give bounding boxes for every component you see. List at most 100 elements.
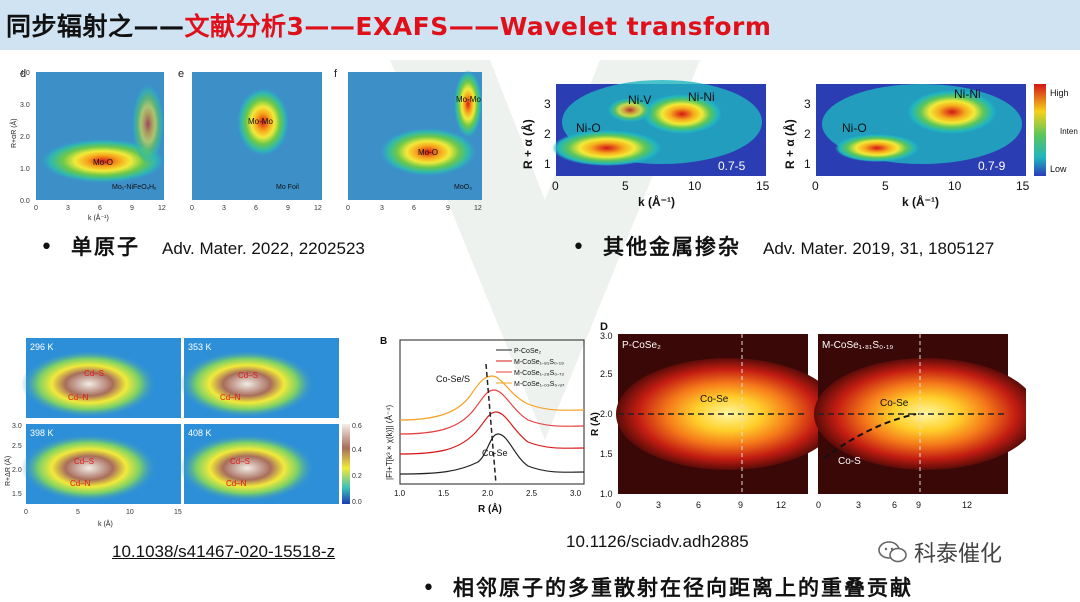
svg-text:0: 0 xyxy=(816,500,821,510)
ni-left-label-nini: Ni-Ni xyxy=(688,90,715,104)
svg-text:3.0: 3.0 xyxy=(12,423,22,430)
wechat-icon xyxy=(878,541,907,563)
svg-text:Cd–N: Cd–N xyxy=(70,479,91,488)
svg-text:M-CoSe₁.₀₃S₀.₉₇: M-CoSe₁.₀₃S₀.₉₇ xyxy=(514,381,565,388)
wt-cose-yticks: 1.0 1.5 2.0 2.5 3.0 xyxy=(600,331,613,499)
svg-text:2.5: 2.5 xyxy=(600,369,613,379)
ft-ylabel: |FI+T[k³ × χ(k)]| (Å⁻⁴) xyxy=(385,405,394,480)
panel-e-note: Mo Foil xyxy=(276,184,299,191)
cd-temp-398: 398 K xyxy=(30,428,54,438)
svg-text:2.0: 2.0 xyxy=(600,409,613,419)
svg-text:Cd–S: Cd–S xyxy=(230,457,250,466)
bullet-doping: • 其他金属掺杂 Adv. Mater. 2019, 31, 1805127 xyxy=(572,231,994,261)
cd-ylabel: R+ΔR (Å) xyxy=(4,456,12,486)
cd-colorbar xyxy=(342,424,350,504)
svg-text:6: 6 xyxy=(892,500,897,510)
panel-f-letter: f xyxy=(334,68,338,80)
svg-text:M-CoSe₁.₈₁S₀.₁₉: M-CoSe₁.₈₁S₀.₁₉ xyxy=(514,359,564,366)
svg-text:1.5: 1.5 xyxy=(600,449,613,459)
bullet-dot: • xyxy=(422,576,435,601)
panel-e-label: Mo-Mo xyxy=(248,117,273,126)
svg-text:2.0: 2.0 xyxy=(12,467,22,474)
wt-cose-right-label-cos: Co-S xyxy=(838,456,861,467)
panel-d-letter: d xyxy=(20,68,26,80)
wt-mo-xticks-e: 0 3 6 9 12 xyxy=(190,205,322,212)
svg-text:0: 0 xyxy=(346,205,350,212)
wt-cose-ylabel: R (Å) xyxy=(590,412,601,436)
ft-label-cose: Co-Se xyxy=(482,448,508,458)
svg-text:3: 3 xyxy=(222,205,226,212)
doi-left[interactable]: 10.1038/s41467-020-15518-z xyxy=(112,542,336,561)
svg-text:2: 2 xyxy=(804,127,811,141)
svg-text:0.6: 0.6 xyxy=(352,423,362,430)
svg-text:0.4: 0.4 xyxy=(352,447,362,454)
svg-text:12: 12 xyxy=(962,500,972,510)
svg-text:0: 0 xyxy=(616,500,621,510)
cd-label-cdn: Cd–N xyxy=(68,393,89,402)
bullet-single-atom-text: 单原子 xyxy=(70,234,140,259)
colorbar-high: High xyxy=(1050,88,1069,98)
svg-text:12: 12 xyxy=(776,500,786,510)
ft-legend: P-CoSe₂ M-CoSe₁.₈₁S₀.₁₉ M-CoSe₁.₂₈S₀.₇₂ … xyxy=(496,348,565,388)
cd-panel-296: 296 K Cd–S Cd–N xyxy=(21,338,181,418)
wt-cose-left-label: Co-Se xyxy=(700,394,729,405)
svg-text:9: 9 xyxy=(130,205,134,212)
ft-xticks: 1.0 1.5 2.0 2.5 3.0 xyxy=(394,489,582,498)
wt-cose-xticks-right: 0 3 6 9 12 xyxy=(816,500,972,510)
slide-title: 同步辐射之—— 文献分析3——EXAFS——Wavelet transform xyxy=(0,0,1080,50)
figure-wt-cd: 296 K Cd–S Cd–N 353 K Cd–S Cd–N 398 K Cd… xyxy=(4,336,374,532)
svg-text:6: 6 xyxy=(412,205,416,212)
cd-xlabel: k (Å) xyxy=(98,519,113,528)
svg-text:Cd–S: Cd–S xyxy=(238,371,258,380)
wt-cose-left: P-CoSe₂ Co-Se xyxy=(616,334,840,494)
svg-text:0: 0 xyxy=(24,509,28,516)
bullet-doping-text: 其他金属掺杂 xyxy=(602,234,741,259)
wt-ni-left: Ni-V Ni-Ni Ni-O 0.7-5 xyxy=(552,80,766,176)
svg-text:5: 5 xyxy=(622,179,629,193)
figure-ft-cose: B P-CoSe₂ M-CoSe₁.₈₁S₀.₁₉ M-CoSe₁.₂₈S₀.₇… xyxy=(378,334,588,520)
figure-wt-mo: d Mo-O Mo₁-NiFeOₓHₓ e Mo-Mo Mo Foil f Mo… xyxy=(8,64,490,224)
wt-cose-xticks-left: 0 3 6 9 12 xyxy=(616,500,786,510)
cd-temp-408: 408 K xyxy=(188,428,212,438)
wt-cose-right-title: M-CoSe₁.₈₁S₀.₁₉ xyxy=(822,340,893,351)
ft-dashed-guide xyxy=(485,363,497,485)
doi-right: 10.1126/sciadv.adh2885 xyxy=(566,532,749,551)
svg-text:3: 3 xyxy=(856,500,861,510)
wt-panel-d: d Mo-O Mo₁-NiFeOₓHₓ xyxy=(20,68,165,200)
ni-left-label-nio: Ni-O xyxy=(576,121,601,135)
svg-text:6: 6 xyxy=(254,205,258,212)
svg-text:2: 2 xyxy=(544,127,551,141)
svg-text:Cd–N: Cd–N xyxy=(220,393,241,402)
svg-text:1.0: 1.0 xyxy=(394,489,406,498)
wt-panel-f: f Mo-Mo Mo-O MoO₃ xyxy=(334,68,482,200)
ni-right-label-nini: Ni-Ni xyxy=(954,87,981,101)
ft-xlabel: R (Å) xyxy=(478,502,502,515)
svg-text:0.0: 0.0 xyxy=(352,499,362,506)
ft-label-cose-s: Co-Se/S xyxy=(436,374,470,384)
svg-text:1: 1 xyxy=(804,157,811,171)
panel-f-label-mid: Mo-O xyxy=(418,148,438,157)
svg-text:1: 1 xyxy=(544,157,551,171)
ft-curve-m1 xyxy=(399,411,585,455)
title-prefix: 同步辐射之—— xyxy=(6,12,185,41)
svg-text:5: 5 xyxy=(882,179,889,193)
wt-mo-xticks-d: 0 3 6 9 12 xyxy=(34,205,166,212)
wt-mo-ylabel: R+αR (Å) xyxy=(9,118,18,148)
brand-name: 科泰催化 xyxy=(914,542,1003,567)
panel-f-note: MoO₃ xyxy=(454,184,472,191)
ft-curve-p-cose2 xyxy=(399,433,585,475)
ft-curve-m2 xyxy=(399,389,585,435)
panel-d-label: Mo-O xyxy=(93,158,113,167)
ni-yticks-right: 1 2 3 xyxy=(804,97,811,171)
svg-text:1.0: 1.0 xyxy=(20,166,30,173)
title-highlight: 文献分析3——EXAFS——Wavelet transform xyxy=(184,12,772,41)
wt-cose-left-title: P-CoSe₂ xyxy=(622,340,661,351)
ni-colorbar: High Low Intensity xyxy=(1034,84,1078,176)
svg-text:3: 3 xyxy=(66,205,70,212)
cd-panel-408: 408 K Cd–S Cd–N xyxy=(179,424,339,504)
colorbar-low: Low xyxy=(1050,164,1067,174)
svg-text:2.5: 2.5 xyxy=(526,489,538,498)
wt-mo-xticks-f: 0 3 6 9 12 xyxy=(346,205,482,212)
svg-text:10: 10 xyxy=(688,179,702,193)
cd-panel-398: 398 K Cd–S Cd–N xyxy=(21,424,181,504)
